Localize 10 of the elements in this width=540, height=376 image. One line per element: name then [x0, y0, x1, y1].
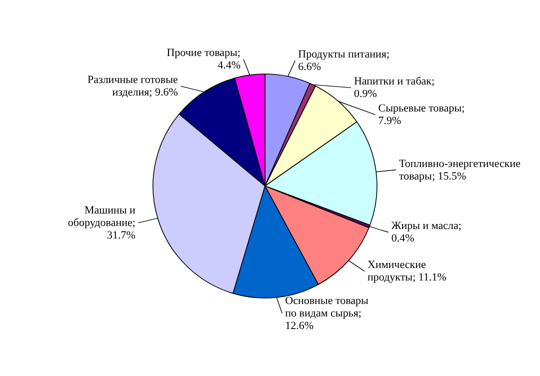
slice-label: Основные товары по видам сырья; 12.6% — [285, 295, 370, 332]
slice-label: Сырьевые товары; 7.9% — [378, 102, 465, 128]
slice-label: Продукты питания; 6.6% — [298, 48, 390, 74]
slice-label: Различные готовые изделия; 9.6% — [87, 74, 178, 99]
slice-label: Химические продукты; 11.1% — [368, 259, 446, 284]
slice-label: Прочие товары; 4.4% — [166, 47, 240, 72]
slice-label: Напитки и табак; 0.9% — [354, 76, 435, 100]
slice-label: Топливно-энергетические товары; 15.5% — [398, 158, 521, 182]
slice-label: Жиры и масла; 0.4% — [391, 220, 462, 245]
slice-label: Машины и оборудование; 31.7% — [68, 204, 136, 242]
